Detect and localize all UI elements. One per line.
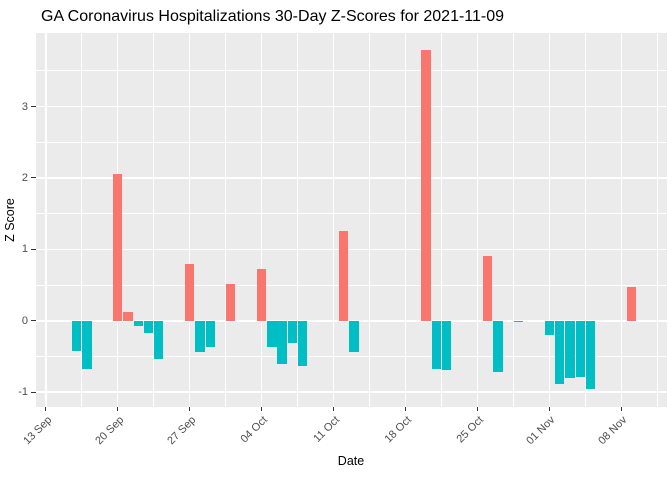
bar	[287, 320, 298, 343]
bar	[483, 255, 493, 321]
bar	[421, 50, 431, 321]
gridline-major-x	[332, 33, 335, 407]
bar	[349, 320, 359, 353]
bar	[441, 320, 452, 371]
bar	[513, 320, 524, 323]
gridline-minor-y	[35, 141, 667, 143]
plot-panel	[35, 33, 667, 407]
bar	[256, 268, 267, 321]
bar	[267, 320, 277, 348]
x-tick-mark	[117, 406, 119, 411]
x-tick-mark	[45, 406, 47, 411]
bar	[195, 320, 205, 353]
x-tick-mark	[189, 406, 191, 411]
x-tick-mark	[261, 406, 263, 411]
gridline-minor-y	[35, 70, 667, 72]
gridline-major-y	[35, 177, 667, 179]
x-tick-mark	[476, 406, 478, 411]
gridline-minor-y	[35, 213, 667, 215]
y-tick-label: 0	[21, 314, 28, 327]
bar	[585, 320, 596, 389]
bar	[626, 286, 637, 321]
x-tick-mark	[548, 406, 550, 411]
x-tick-label: 01 Nov	[524, 413, 558, 447]
y-tick-mark	[31, 320, 36, 322]
bar	[185, 264, 195, 321]
x-tick-label: 04 Oct	[238, 413, 271, 445]
gridline-minor-x	[369, 33, 370, 407]
x-tick-label: 13 Sep	[21, 413, 55, 447]
bar	[544, 320, 554, 336]
chart-title: GA Coronavirus Hospitalizations 30-Day Z…	[41, 8, 505, 25]
gridline-major-y	[35, 391, 667, 393]
bar	[133, 320, 143, 326]
x-tick-mark	[620, 406, 622, 411]
y-tick-label: -1	[18, 386, 28, 399]
y-tick-label: 1	[21, 243, 28, 256]
bar	[277, 320, 287, 364]
y-tick-label: 3	[21, 100, 28, 113]
bar	[113, 174, 123, 321]
x-tick-label: 27 Sep	[164, 413, 199, 447]
y-tick-mark	[31, 106, 36, 108]
y-tick-mark	[31, 248, 36, 250]
gridline-major-x	[260, 33, 263, 407]
x-tick-mark	[333, 406, 335, 411]
gridline-major-x	[404, 33, 407, 407]
y-tick-mark	[31, 391, 36, 393]
bar	[339, 230, 349, 321]
x-tick-label: 08 Nov	[596, 413, 630, 447]
gridline-minor-x	[81, 33, 83, 407]
bar	[71, 320, 82, 351]
y-tick-mark	[31, 177, 36, 179]
gridline-minor-x	[441, 33, 442, 407]
gridline-major-y	[35, 248, 667, 251]
gridline-major-y	[35, 105, 667, 108]
bar	[575, 320, 585, 377]
gridline-minor-x	[225, 33, 227, 407]
bar	[554, 320, 565, 384]
x-tick-label: 11 Oct	[311, 413, 343, 445]
bar	[565, 320, 575, 378]
bar	[431, 320, 441, 370]
gridline-minor-x	[656, 33, 658, 407]
y-tick-label: 2	[21, 171, 28, 184]
bar	[143, 320, 154, 333]
gridline-minor-y	[35, 356, 667, 357]
gridline-major-x	[548, 33, 551, 407]
gridline-major-x	[45, 33, 47, 407]
gridline-minor-x	[153, 33, 155, 407]
x-tick-label: 20 Sep	[93, 413, 127, 447]
bar	[123, 311, 133, 321]
bar	[493, 320, 503, 373]
bar	[298, 320, 308, 366]
gridline-minor-y	[35, 284, 667, 286]
gridline-major-x	[476, 33, 479, 407]
x-tick-mark	[404, 406, 406, 411]
x-tick-label: 18 Oct	[382, 413, 414, 445]
gridline-major-x	[188, 33, 191, 407]
bar	[154, 320, 164, 360]
bar	[205, 320, 215, 347]
gridline-minor-x	[297, 33, 298, 407]
bar	[82, 320, 92, 369]
gridline-minor-x	[512, 33, 514, 407]
bar	[226, 283, 236, 321]
gridline-major-x	[620, 33, 623, 407]
gridline-minor-x	[584, 33, 586, 407]
x-axis-title: Date	[337, 454, 365, 468]
x-tick-label: 25 Oct	[454, 413, 486, 445]
